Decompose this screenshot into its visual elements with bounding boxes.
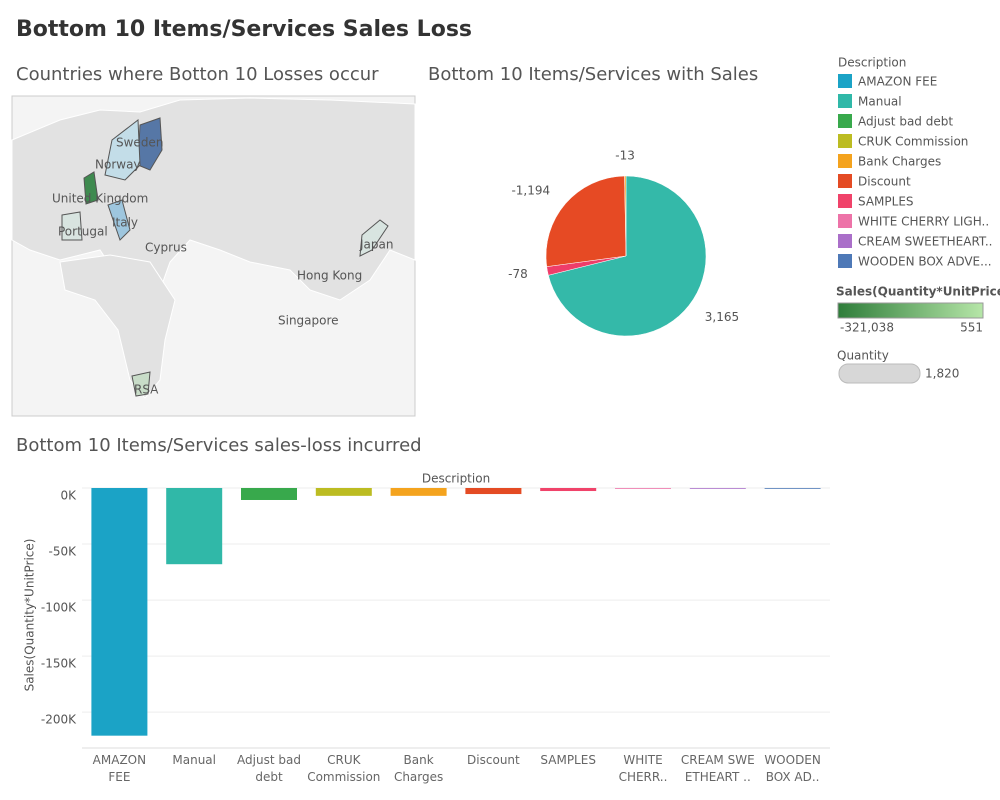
country-shape xyxy=(61,211,83,241)
bar xyxy=(390,488,447,496)
x-tick-label: SAMPLES xyxy=(540,753,596,767)
legend-min: -321,038 xyxy=(840,321,894,335)
legend-title: Sales(Quantity*UnitPrice) xyxy=(836,285,1000,299)
bar xyxy=(465,488,522,495)
bar xyxy=(540,488,597,492)
bar xyxy=(764,488,821,489)
y-tick-label: 0K xyxy=(60,489,77,503)
legend-swatch xyxy=(838,234,852,248)
x-tick-label: WHITE CHERR.. xyxy=(618,753,668,784)
land xyxy=(59,254,176,399)
x-tick-label: AMAZON FEE xyxy=(92,753,147,784)
bar xyxy=(166,488,223,565)
country-label: Singapore xyxy=(278,314,339,328)
legend-swatch xyxy=(838,134,852,148)
country-shape xyxy=(107,199,131,241)
country-shape xyxy=(104,119,141,181)
legend-swatch xyxy=(838,214,852,228)
dashboard-title: Bottom 10 Items/Services Sales Loss xyxy=(16,17,472,42)
legend-title: Quantity xyxy=(837,349,889,363)
x-tick-label: CREAM SWE ETHEART .. xyxy=(680,753,755,784)
data-label: -1,194 xyxy=(511,183,550,197)
y-tick-label: -100K xyxy=(41,601,77,615)
x-tick-label: Adjust bad debt xyxy=(237,753,301,784)
bar xyxy=(689,488,746,489)
legend-label: SAMPLES xyxy=(858,195,914,209)
country-label: Hong Kong xyxy=(297,269,362,283)
bar-title: Bottom 10 Items/Services sales-loss incu… xyxy=(16,435,422,456)
legend-max: 551 xyxy=(960,321,983,335)
country-label: Cyprus xyxy=(145,241,187,255)
country-label: RSA xyxy=(134,383,159,397)
data-label: -78 xyxy=(508,267,528,281)
legend-label: CREAM SWEETHEART.. xyxy=(858,235,992,249)
bar xyxy=(241,488,297,500)
pie-slice xyxy=(545,175,627,267)
bar xyxy=(91,488,148,736)
legend-label: Bank Charges xyxy=(858,155,941,169)
country-shape xyxy=(131,371,151,397)
legend-label: WOODEN BOX ADVE... xyxy=(858,255,992,269)
country-shape xyxy=(83,171,99,205)
country-label: Norway xyxy=(95,158,141,172)
legend-swatch xyxy=(838,94,852,108)
x-tick-label: Bank Charges xyxy=(393,753,444,784)
country-label: Portugal xyxy=(58,225,108,239)
y-tick-label: -200K xyxy=(41,713,77,727)
legend-label: Adjust bad debt xyxy=(858,115,953,129)
legend-swatch xyxy=(838,154,852,168)
legend-label: WHITE CHERRY LIGH.. xyxy=(858,215,989,229)
country-shape xyxy=(359,219,389,257)
pie-slice xyxy=(548,175,707,337)
data-label: -13 xyxy=(615,149,635,163)
data-label: 3,165 xyxy=(705,310,739,324)
x-tick-label: Manual xyxy=(172,753,216,767)
size-swatch xyxy=(838,363,921,384)
legend-title: Description xyxy=(838,56,906,70)
x-tick-label: WOODEN BOX AD.. xyxy=(764,753,821,784)
country-label: Japan xyxy=(359,238,393,252)
y-axis-title: Sales(Quantity*UnitPrice) xyxy=(23,539,37,692)
pie-title: Bottom 10 Items/Services with Sales xyxy=(428,64,758,85)
x-tick-label: Discount xyxy=(467,753,520,767)
map-title: Countries where Botton 10 Losses occur xyxy=(16,64,379,85)
legend-max: 1,820 xyxy=(925,367,959,381)
legend-swatch xyxy=(838,74,852,88)
legend-swatch xyxy=(838,194,852,208)
legend-swatch xyxy=(838,174,852,188)
country-label: Sweden xyxy=(116,136,163,150)
bar xyxy=(615,488,671,489)
country-label: Italy xyxy=(112,216,138,230)
y-tick-label: -150K xyxy=(41,657,77,671)
bar xyxy=(315,488,372,496)
legend-label: Manual xyxy=(858,95,902,109)
map xyxy=(11,95,416,417)
pie-slice xyxy=(624,175,627,257)
x-axis-title: Description xyxy=(422,472,490,486)
country-label: United Kingdom xyxy=(52,192,148,206)
legend-label: CRUK Commission xyxy=(858,135,968,149)
x-tick-label: CRUK Commission xyxy=(307,753,381,784)
legend-swatch xyxy=(838,114,852,128)
legend-label: Discount xyxy=(858,175,911,189)
legend-label: AMAZON FEE xyxy=(858,75,937,89)
y-tick-label: -50K xyxy=(49,545,78,559)
legend-swatch xyxy=(838,254,852,268)
color-ramp xyxy=(837,302,984,319)
